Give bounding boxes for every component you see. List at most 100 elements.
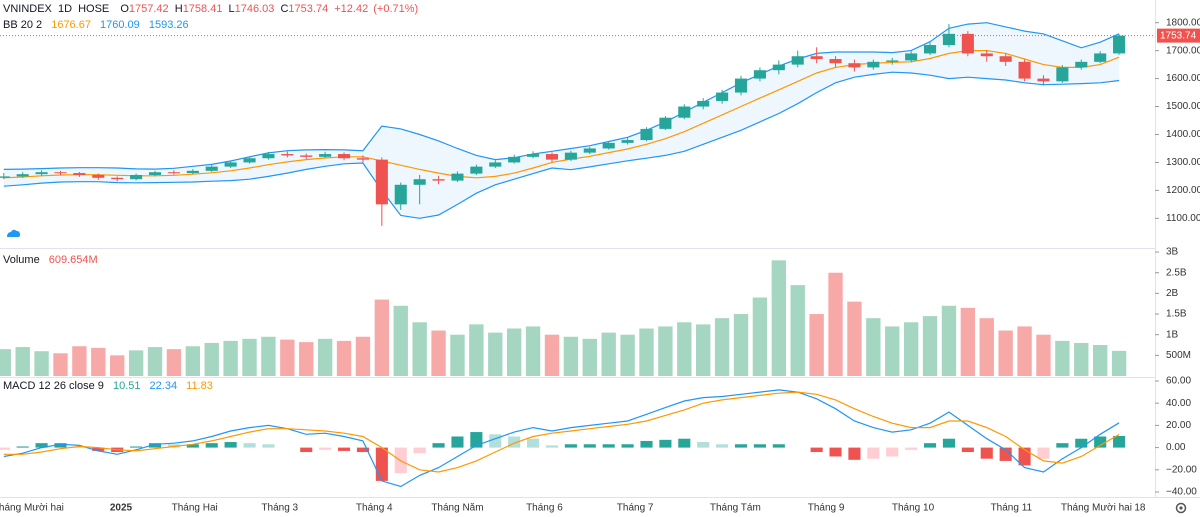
volume-bar — [601, 332, 616, 376]
candle-body — [564, 152, 577, 160]
x-tick-label: Tháng 4 — [356, 503, 393, 514]
candle-body — [413, 179, 426, 185]
histogram-bar — [130, 446, 143, 448]
histogram-bar — [961, 447, 974, 453]
band-fill — [3, 22, 1120, 219]
ohlc-label: C — [280, 3, 288, 15]
candle-body — [905, 53, 918, 61]
candle-body — [545, 154, 559, 160]
volume-bar — [72, 346, 87, 376]
x-tick-label: Tháng 3 — [261, 503, 298, 514]
histogram-bar — [262, 444, 275, 448]
candle-body — [621, 140, 634, 143]
histogram-bar — [905, 447, 918, 450]
volume-bar — [582, 338, 597, 376]
volume-bar — [336, 340, 352, 376]
volume-bar — [431, 330, 446, 376]
macd-legend: MACD 12 26 close 9 10.51 22.34 11.83 — [3, 380, 213, 392]
settings[interactable] — [1175, 502, 1187, 514]
candle-body — [924, 45, 937, 54]
volume-bar — [1055, 340, 1070, 376]
line-upper — [3, 22, 1120, 170]
volume-bar — [752, 297, 768, 376]
y-tick-label: 60.00 — [1166, 376, 1191, 387]
signal-value: 11.83 — [186, 380, 213, 392]
candle-body — [243, 158, 256, 163]
histogram-bar — [772, 444, 785, 448]
y-tick-label: 1100.00 — [1166, 213, 1200, 224]
candle-body — [980, 53, 993, 57]
candle-body — [319, 154, 332, 157]
basis-value: 1676.67 — [51, 19, 91, 31]
volume-legend: Volume 609.654M — [3, 254, 98, 266]
candle-body — [942, 33, 956, 46]
volume-bar — [53, 353, 68, 376]
last-price-box — [1157, 28, 1200, 43]
volume-bar — [1036, 334, 1051, 376]
histogram-bar — [319, 447, 332, 450]
candle-body — [54, 172, 67, 174]
histogram-bar — [527, 438, 540, 448]
y-tick-label: −20.00 — [1166, 464, 1197, 475]
candle-body — [678, 106, 691, 118]
x-tick-label: Tháng Hai — [172, 503, 218, 514]
candle-body — [186, 170, 199, 174]
candle-body — [224, 162, 237, 167]
candle-body — [508, 156, 521, 163]
volume-bar — [563, 336, 579, 376]
candle-body — [375, 159, 388, 205]
histogram-bar — [640, 440, 653, 448]
indicator: BB 20 2 — [3, 19, 42, 31]
volume-bar — [412, 322, 427, 376]
x-tick-label: Tháng Năm — [431, 503, 483, 514]
volume-bar — [450, 334, 465, 376]
histogram-bar — [35, 443, 48, 448]
line-signal — [3, 391, 1120, 473]
candle-body — [394, 184, 407, 205]
candle-body — [602, 142, 615, 149]
volume-bar — [242, 338, 257, 376]
volume-bar — [1092, 345, 1108, 376]
volume-bar — [885, 326, 900, 376]
candle-body — [1113, 35, 1126, 54]
histogram-bar — [848, 447, 861, 460]
volume-bar — [393, 305, 408, 376]
histogram-bar — [716, 444, 729, 448]
volume-bar — [903, 322, 919, 376]
candle-body — [583, 148, 596, 153]
candle-body — [1037, 78, 1050, 82]
histogram-bar — [678, 438, 691, 448]
histogram-bar — [451, 436, 464, 448]
x-tick-label: Tháng 6 — [526, 503, 563, 514]
macd-value: 22.34 — [150, 380, 178, 392]
volume-bar — [261, 336, 276, 376]
candle-body — [281, 154, 294, 156]
bb-legend: BB 20 2 1676.67 1760.09 1593.26 — [3, 19, 189, 31]
x-tick-label: Tháng 9 — [808, 503, 845, 514]
histogram-bar — [924, 443, 937, 448]
y-tick-label: 2B — [1166, 288, 1179, 299]
volume-bar — [0, 349, 11, 376]
logo[interactable] — [4, 224, 22, 242]
candle-body — [1018, 61, 1031, 79]
candle-body — [659, 117, 672, 129]
ohlc-label: O — [120, 3, 129, 15]
change: +12.42 — [334, 3, 368, 15]
volume-bar — [677, 322, 692, 376]
histogram-bar — [1094, 436, 1107, 448]
candle-body — [205, 166, 218, 171]
histogram-bar — [1037, 447, 1050, 459]
histogram-bar — [753, 444, 766, 448]
y-tick-label: 1B — [1166, 329, 1179, 340]
candle-body — [73, 173, 86, 176]
candle-body — [753, 70, 766, 79]
candle-body — [111, 177, 124, 180]
volume-bar — [771, 260, 787, 376]
volume-bar — [506, 328, 522, 376]
volume-bar — [280, 339, 295, 376]
x-tick-label: Tháng 11 — [991, 503, 1033, 514]
candle-body — [451, 173, 464, 181]
histogram-bar — [659, 439, 672, 448]
candle-body — [167, 172, 180, 174]
